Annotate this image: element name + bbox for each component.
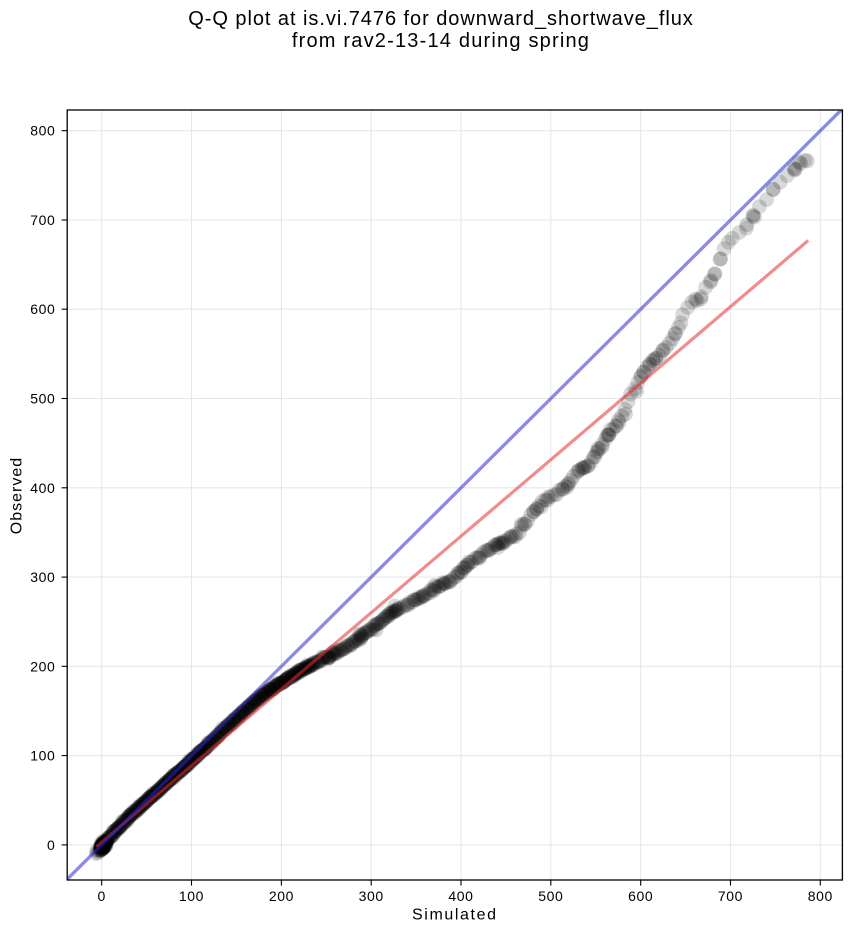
svg-text:100: 100 bbox=[30, 748, 55, 764]
svg-text:600: 600 bbox=[628, 888, 653, 904]
svg-text:800: 800 bbox=[808, 888, 833, 904]
svg-text:100: 100 bbox=[179, 888, 204, 904]
svg-text:200: 200 bbox=[30, 658, 55, 674]
svg-text:300: 300 bbox=[30, 569, 55, 585]
svg-text:700: 700 bbox=[30, 212, 55, 228]
svg-text:800: 800 bbox=[30, 123, 55, 139]
svg-text:300: 300 bbox=[359, 888, 384, 904]
svg-text:200: 200 bbox=[269, 888, 294, 904]
svg-text:Simulated: Simulated bbox=[412, 907, 498, 924]
svg-text:400: 400 bbox=[448, 888, 473, 904]
svg-text:Q-Q plot at is.vi.7476 for dow: Q-Q plot at is.vi.7476 for downward_shor… bbox=[188, 8, 694, 30]
svg-text:0: 0 bbox=[98, 888, 106, 904]
svg-text:Observed: Observed bbox=[9, 457, 26, 534]
svg-text:500: 500 bbox=[538, 888, 563, 904]
svg-text:from rav2-13-14 during spring: from rav2-13-14 during spring bbox=[292, 30, 590, 52]
svg-text:500: 500 bbox=[30, 391, 55, 407]
svg-text:400: 400 bbox=[30, 480, 55, 496]
svg-text:0: 0 bbox=[47, 837, 55, 853]
svg-text:600: 600 bbox=[30, 301, 55, 317]
svg-text:700: 700 bbox=[718, 888, 743, 904]
